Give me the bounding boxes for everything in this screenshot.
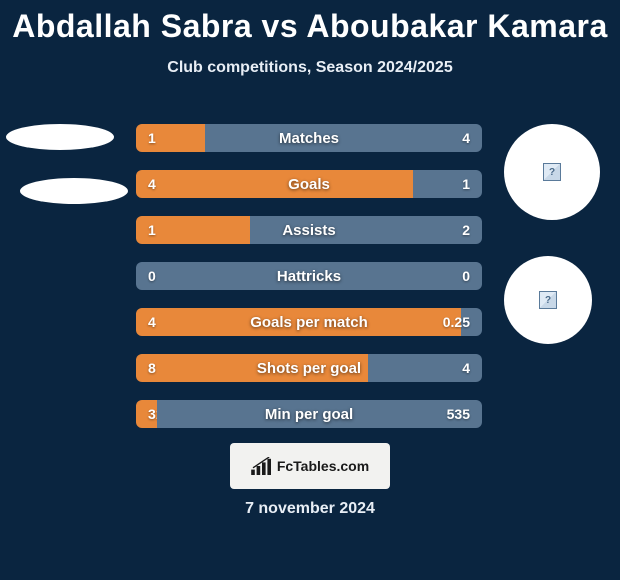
page-subtitle: Club competitions, Season 2024/2025 [0, 59, 620, 77]
player2-club-placeholder [504, 256, 592, 344]
stat-left-value: 4 [136, 308, 461, 336]
stat-right-value: 535 [157, 400, 482, 428]
stat-left-value: 31 [136, 400, 157, 428]
stat-row: 14Matches [136, 124, 482, 152]
left-player-avatars [6, 124, 128, 204]
chart-icon [251, 457, 273, 475]
stat-left-value: 1 [136, 124, 205, 152]
stat-left-value: 8 [136, 354, 368, 382]
stat-right-value: 0 [309, 262, 482, 290]
stat-left-value: 1 [136, 216, 250, 244]
stats-bars-container: 14Matches41Goals12Assists00Hattricks40.2… [136, 124, 482, 428]
stat-row: 40.25Goals per match [136, 308, 482, 336]
stat-right-value: 4 [368, 354, 482, 382]
stat-left-value: 4 [136, 170, 413, 198]
player1-club-placeholder [20, 178, 128, 204]
footer-logo: FcTables.com [230, 443, 390, 489]
stat-left-value: 0 [136, 262, 309, 290]
right-player-avatars [504, 124, 600, 344]
stat-right-value: 2 [250, 216, 482, 244]
stat-row: 00Hattricks [136, 262, 482, 290]
stat-row: 31535Min per goal [136, 400, 482, 428]
player1-avatar-placeholder [6, 124, 114, 150]
footer-logo-text: FcTables.com [277, 458, 369, 474]
player2-avatar-placeholder [504, 124, 600, 220]
image-placeholder-icon [539, 291, 557, 309]
stat-right-value: 0.25 [461, 308, 482, 336]
footer-date: 7 november 2024 [0, 500, 620, 518]
page-title: Abdallah Sabra vs Aboubakar Kamara [0, 0, 620, 45]
stat-row: 84Shots per goal [136, 354, 482, 382]
stat-row: 12Assists [136, 216, 482, 244]
stat-right-value: 1 [413, 170, 482, 198]
stat-right-value: 4 [205, 124, 482, 152]
image-placeholder-icon [543, 163, 561, 181]
stat-row: 41Goals [136, 170, 482, 198]
